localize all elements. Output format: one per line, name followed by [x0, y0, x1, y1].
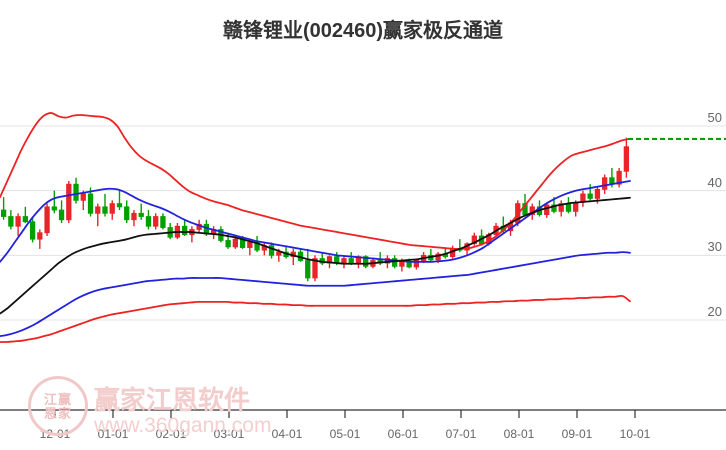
y-axis-tick-label: 50	[707, 110, 722, 125]
x-axis-tick-label: 06-01	[387, 427, 419, 441]
channel-line	[0, 112, 631, 250]
x-axis-tick-label: 12-01	[39, 427, 71, 441]
channel-line	[0, 251, 631, 338]
y-axis-tick-label: 20	[707, 304, 722, 319]
channel-line	[0, 180, 631, 263]
page-title: 赣锋锂业(002460)赢家极反通道	[222, 20, 504, 42]
x-axis-tick-label: 09-01	[561, 427, 593, 441]
y-axis-tick-label: 40	[707, 174, 722, 190]
x-axis	[0, 409, 726, 418]
x-axis-tick-label: 01-01	[97, 427, 129, 441]
channel-line	[0, 294, 631, 343]
gridlines	[0, 125, 726, 321]
x-axis-tick-label: 02-01	[155, 427, 187, 441]
x-axis-tick-label: 03-01	[213, 427, 245, 441]
x-axis-tick-label: 04-01	[271, 427, 303, 441]
x-axis-tick-label: 07-01	[445, 427, 477, 441]
x-axis-tick-label: 08-01	[503, 427, 535, 441]
channel-line	[0, 196, 631, 315]
x-axis-tick-label: 05-01	[329, 427, 361, 441]
x-axis-tick-label: 10-01	[619, 427, 651, 441]
y-axis-tick-label: 30	[707, 239, 722, 255]
